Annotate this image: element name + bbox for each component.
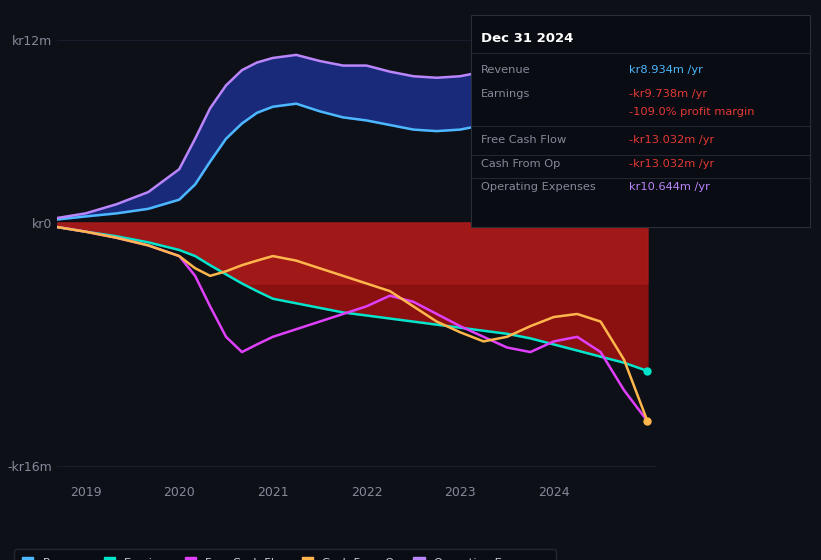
Text: Free Cash Flow: Free Cash Flow [481, 135, 566, 145]
Text: -109.0% profit margin: -109.0% profit margin [629, 108, 754, 118]
Legend: Revenue, Earnings, Free Cash Flow, Cash From Op, Operating Expenses: Revenue, Earnings, Free Cash Flow, Cash … [14, 549, 557, 560]
Text: Revenue: Revenue [481, 65, 530, 75]
Text: -kr13.032m /yr: -kr13.032m /yr [629, 159, 714, 169]
Text: Cash From Op: Cash From Op [481, 159, 561, 169]
Text: -kr13.032m /yr: -kr13.032m /yr [629, 135, 714, 145]
Text: Earnings: Earnings [481, 89, 530, 99]
Text: Dec 31 2024: Dec 31 2024 [481, 32, 574, 45]
Text: kr8.934m /yr: kr8.934m /yr [629, 65, 703, 75]
Text: kr10.644m /yr: kr10.644m /yr [629, 182, 710, 192]
Text: Operating Expenses: Operating Expenses [481, 182, 596, 192]
Text: -kr9.738m /yr: -kr9.738m /yr [629, 89, 707, 99]
